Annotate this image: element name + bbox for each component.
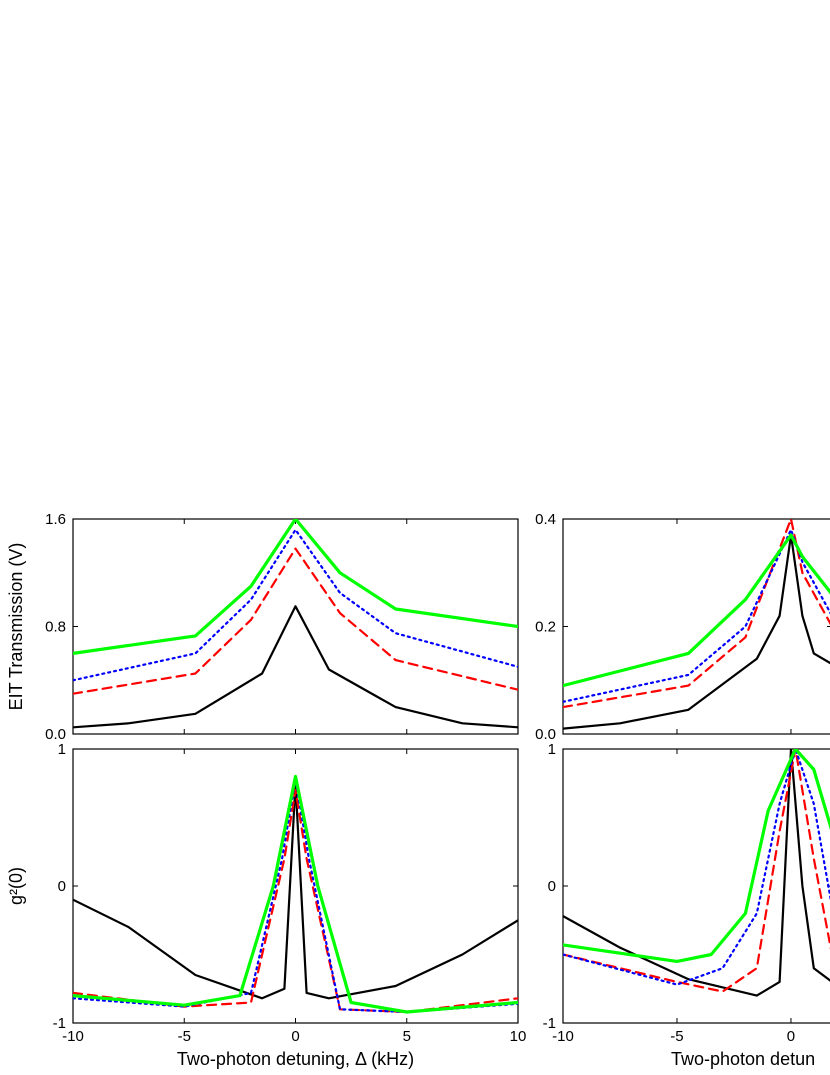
plot-frame <box>562 518 830 735</box>
series-line-2 <box>563 749 830 986</box>
series-line-1 <box>563 519 830 709</box>
y-tick-label: 0 <box>548 878 556 895</box>
x-tick-label: 10 <box>510 1028 527 1045</box>
series-line-0 <box>73 605 518 729</box>
y-tick-label: 0.2 <box>535 619 556 636</box>
plot-frame <box>72 518 519 735</box>
x-tick-label: -5 <box>670 1028 683 1045</box>
series-line-3 <box>563 533 830 688</box>
series-line-1 <box>563 749 830 993</box>
panel-top-right: 0.0 0.2 0.4 <box>535 511 830 743</box>
y-axis-label: EIT Transmission (V) <box>6 543 26 711</box>
series-line-1 <box>73 788 518 1014</box>
x-tick-label: -10 <box>62 1028 84 1045</box>
series-line-2 <box>73 528 518 682</box>
x-tick-label: 0 <box>291 1028 299 1045</box>
series-line-3 <box>563 749 830 964</box>
y-tick-label: 1 <box>58 741 66 758</box>
y-axis-label: g²(0) <box>6 867 26 905</box>
x-axis-label: Two-photon detuning, Δ (kHz) <box>177 1049 414 1069</box>
x-tick-label: -5 <box>178 1028 191 1045</box>
x-axis-label: Two-photon detun <box>671 1049 815 1069</box>
y-tick-label: 0.0 <box>535 726 556 743</box>
series-line-2 <box>73 777 518 1014</box>
panel-top-left: 0.0 0.8 1.6 EIT Transmission (V) <box>6 511 519 743</box>
series-line-2 <box>563 528 830 703</box>
chart-panels: 0.0 0.8 1.6 EIT Transmission (V) 0.0 0.2 0.4 -1… <box>6 511 830 1069</box>
y-tick-label: 0.0 <box>45 726 66 743</box>
series-line-3 <box>73 519 518 656</box>
y-tick-label: 1.6 <box>45 511 66 528</box>
series-line-3 <box>73 774 518 1014</box>
y-tick-label: 0.4 <box>535 511 556 528</box>
y-tick-label: 0 <box>58 878 66 895</box>
y-tick-label: -1 <box>543 1015 556 1032</box>
y-tick-label: 0.8 <box>45 619 66 636</box>
y-tick-label: 1 <box>548 741 556 758</box>
series-line-0 <box>563 533 830 730</box>
series-line-1 <box>73 547 518 695</box>
x-tick-label: 5 <box>403 1028 411 1045</box>
series-line-0 <box>563 749 830 997</box>
x-tick-label: 0 <box>787 1028 795 1045</box>
series-line-0 <box>73 782 518 1000</box>
x-tick-label: -10 <box>552 1028 574 1045</box>
y-tick-label: -1 <box>53 1015 66 1032</box>
